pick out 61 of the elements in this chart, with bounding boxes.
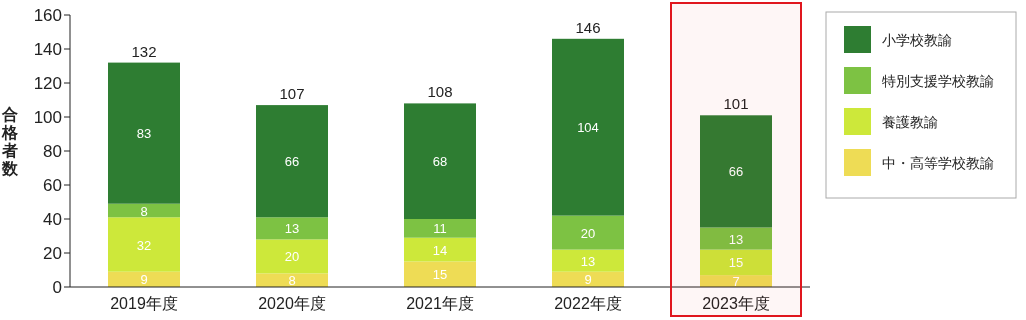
x-tick-label: 2020年度 bbox=[258, 295, 326, 312]
bar bbox=[404, 237, 476, 262]
legend-label: 中・高等学校教諭 bbox=[882, 155, 994, 171]
legend-label: 特別支援学校教諭 bbox=[882, 73, 994, 89]
data-label: 8 bbox=[288, 273, 296, 289]
data-label: 66 bbox=[284, 154, 300, 170]
bar bbox=[700, 249, 772, 276]
data-label: 83 bbox=[136, 126, 152, 142]
data-label: 9 bbox=[584, 272, 592, 288]
bar bbox=[404, 261, 476, 287]
bar bbox=[108, 203, 180, 218]
bar bbox=[404, 103, 476, 219]
bar bbox=[256, 217, 328, 240]
bar bbox=[552, 215, 624, 250]
data-label: 104 bbox=[577, 120, 599, 136]
x-tick-label: 2019年度 bbox=[110, 295, 178, 312]
data-label: 32 bbox=[136, 237, 152, 253]
x-tick-label: 2023年度 bbox=[702, 295, 770, 312]
total-label: 108 bbox=[427, 83, 453, 101]
data-label: 13 bbox=[728, 231, 744, 247]
bar bbox=[700, 227, 772, 250]
data-label: 14 bbox=[432, 242, 448, 258]
data-label: 68 bbox=[432, 154, 448, 170]
y-tick-label: 40 bbox=[43, 210, 62, 229]
data-label: 15 bbox=[728, 255, 744, 271]
y-tick-label: 120 bbox=[33, 74, 62, 93]
data-label: 15 bbox=[432, 267, 448, 283]
data-label: 13 bbox=[284, 221, 300, 237]
data-label: 11 bbox=[433, 221, 447, 237]
y-tick-label: 160 bbox=[33, 6, 62, 25]
total-label: 101 bbox=[723, 95, 749, 113]
y-tick-label: 80 bbox=[43, 142, 62, 161]
bar bbox=[256, 273, 328, 287]
y-tick-label: 60 bbox=[43, 176, 62, 195]
y-tick-label: 0 bbox=[52, 278, 62, 297]
y-axis-title: 合格者数 bbox=[1, 106, 19, 177]
bar bbox=[552, 38, 624, 216]
x-tick-label: 2021年度 bbox=[406, 295, 474, 312]
bar bbox=[404, 219, 476, 238]
bar bbox=[256, 239, 328, 274]
legend-label: 養護教諭 bbox=[882, 114, 938, 130]
bar bbox=[700, 115, 772, 228]
data-label: 9 bbox=[140, 272, 148, 288]
bar bbox=[108, 217, 180, 272]
bar bbox=[552, 249, 624, 272]
bar bbox=[256, 105, 328, 218]
data-label: 8 bbox=[140, 203, 148, 219]
data-label: 20 bbox=[284, 249, 300, 265]
y-tick-label: 20 bbox=[43, 244, 62, 263]
x-tick-label: 2022年度 bbox=[554, 295, 622, 312]
data-label: 7 bbox=[732, 274, 740, 290]
y-tick-label: 140 bbox=[33, 40, 62, 59]
total-label: 132 bbox=[131, 42, 157, 60]
y-tick-label: 100 bbox=[33, 108, 62, 127]
data-label: 13 bbox=[580, 253, 596, 269]
total-label: 146 bbox=[575, 18, 601, 36]
data-label: 20 bbox=[580, 225, 596, 241]
bar bbox=[108, 62, 180, 204]
data-label: 66 bbox=[728, 164, 744, 180]
legend-label: 小学校教諭 bbox=[882, 32, 952, 48]
total-label: 107 bbox=[279, 85, 305, 103]
